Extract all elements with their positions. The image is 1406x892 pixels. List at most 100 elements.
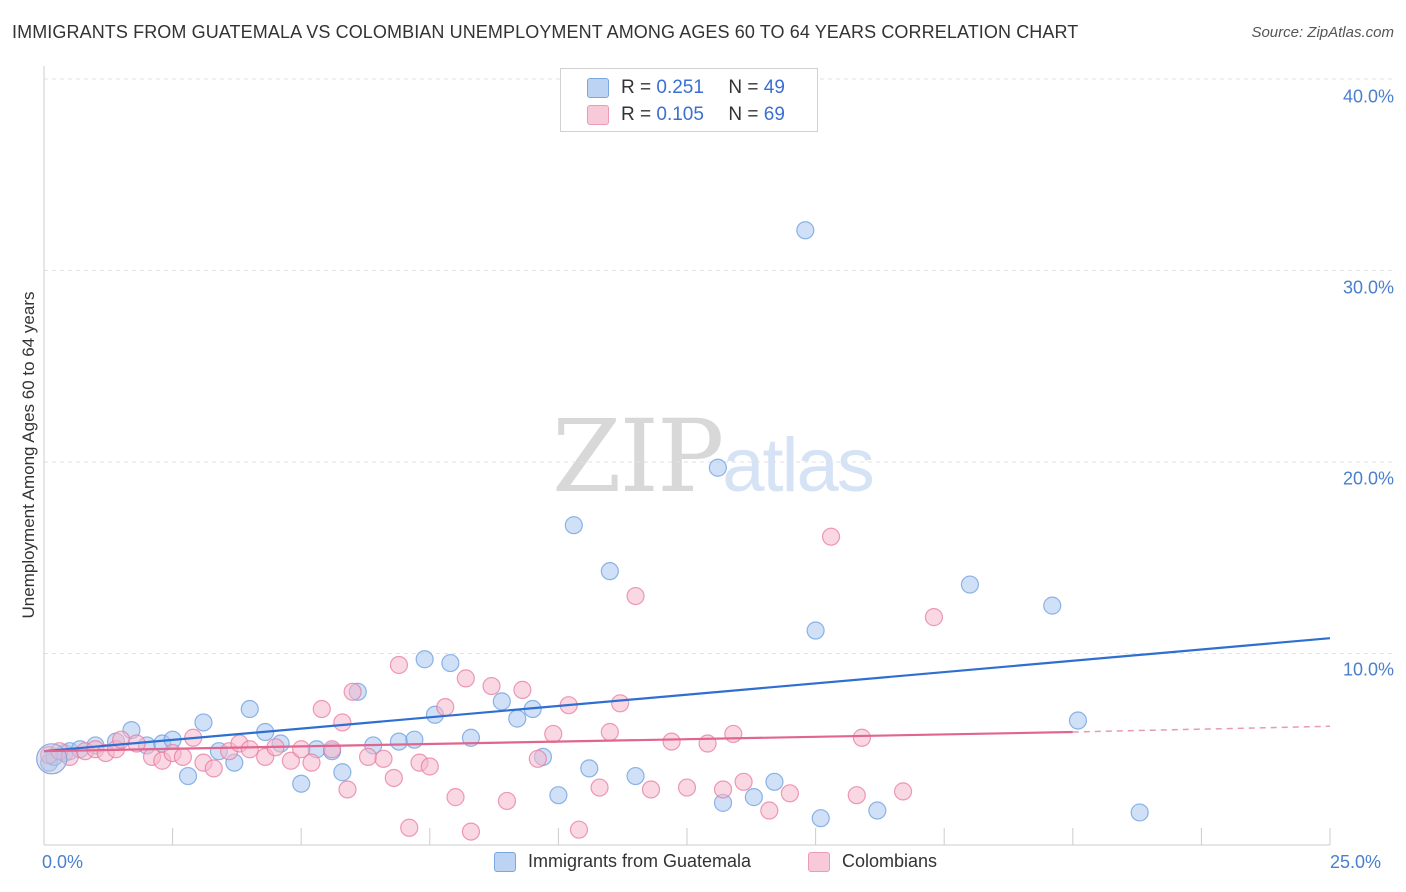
legend: R = 0.251 N = 49 R = 0.105 N = 69 xyxy=(560,68,818,132)
point-colombians xyxy=(461,822,481,841)
point-colombians xyxy=(333,713,352,732)
point-guatemala xyxy=(240,699,259,719)
point-guatemala xyxy=(292,774,311,793)
point-guatemala xyxy=(549,786,568,805)
point-colombians xyxy=(569,820,589,839)
point-colombians xyxy=(240,740,259,759)
point-guatemala xyxy=(508,709,527,728)
legend-n-value: 69 xyxy=(763,104,785,125)
trend-line-guatemala xyxy=(43,637,1331,753)
point-colombians xyxy=(482,676,501,696)
legend-row-colombians: R = 0.105 N = 69 xyxy=(587,104,785,126)
point-colombians xyxy=(456,669,475,688)
point-guatemala xyxy=(194,713,213,732)
point-colombians xyxy=(513,680,532,699)
point-guatemala xyxy=(765,772,784,791)
legend-r-value: 0.251 xyxy=(656,77,704,98)
point-cluster xyxy=(36,743,68,775)
point-guatemala xyxy=(960,575,980,594)
legend-swatch-colombians xyxy=(587,105,609,125)
bottom-legend-colombians: Colombians xyxy=(808,851,937,872)
point-guatemala xyxy=(1043,596,1062,615)
point-colombians xyxy=(528,749,547,768)
point-colombians xyxy=(389,655,409,675)
legend-n-value: 49 xyxy=(763,77,785,98)
point-colombians xyxy=(677,778,697,797)
point-guatemala xyxy=(811,809,830,828)
point-colombians xyxy=(924,608,944,627)
point-colombians xyxy=(322,740,342,759)
point-colombians xyxy=(281,751,301,770)
point-guatemala xyxy=(600,562,619,581)
bottom-legend-guatemala: Immigrants from Guatemala xyxy=(494,851,751,872)
y-tick-label: 30.0% xyxy=(1342,277,1394,298)
point-colombians xyxy=(626,586,645,606)
point-guatemala xyxy=(626,766,645,786)
point-guatemala xyxy=(461,728,481,747)
point-guatemala xyxy=(1068,711,1088,730)
legend-r-label: R = xyxy=(621,77,652,98)
bottom-legend-label-guatemala: Immigrants from Guatemala xyxy=(528,851,752,871)
point-colombians xyxy=(420,757,439,776)
legend-swatch-guatemala xyxy=(587,78,609,98)
point-guatemala xyxy=(405,730,424,749)
trend-line-colombians-extension xyxy=(1072,725,1331,733)
point-colombians xyxy=(847,786,866,805)
point-guatemala xyxy=(708,458,727,477)
point-colombians xyxy=(544,724,563,744)
point-colombians xyxy=(436,698,455,717)
legend-n-label: N = xyxy=(728,104,759,125)
point-colombians xyxy=(821,527,841,546)
trend-line-colombians xyxy=(43,730,1073,753)
point-colombians xyxy=(302,753,321,772)
chart-title: IMMIGRANTS FROM GUATEMALA VS COLOMBIAN U… xyxy=(12,22,1079,42)
legend-n-label: N = xyxy=(728,77,759,98)
point-colombians xyxy=(852,728,871,747)
point-colombians xyxy=(724,724,743,744)
x-tick-label: 0.0% xyxy=(42,852,84,872)
point-guatemala xyxy=(415,650,434,669)
bottom-legend-label-colombians: Colombians xyxy=(842,851,938,871)
bottom-legend-swatch-guatemala xyxy=(494,851,516,872)
point-guatemala xyxy=(796,221,815,240)
y-tick-label: 40.0% xyxy=(1342,86,1394,107)
point-guatemala xyxy=(441,653,460,673)
point-guatemala xyxy=(1130,803,1149,822)
bottom-legend-swatch-colombians xyxy=(808,851,830,872)
point-colombians xyxy=(497,791,517,811)
point-colombians xyxy=(343,682,362,701)
watermark-atlas: atlas xyxy=(722,423,875,508)
point-guatemala xyxy=(564,516,583,535)
point-colombians xyxy=(338,780,357,799)
source-label: Source: ZipAtlas.com xyxy=(1251,24,1394,41)
point-colombians xyxy=(611,694,630,713)
point-colombians xyxy=(713,780,733,799)
point-colombians xyxy=(358,747,378,767)
point-colombians xyxy=(400,818,419,837)
point-colombians xyxy=(698,734,717,753)
point-colombians xyxy=(780,784,799,803)
point-colombians xyxy=(600,722,619,742)
point-guatemala xyxy=(580,759,599,778)
point-colombians xyxy=(641,780,661,799)
x-tick-label: 25.0% xyxy=(1330,852,1382,872)
point-colombians xyxy=(384,768,403,788)
point-guatemala xyxy=(806,621,825,640)
point-colombians xyxy=(446,788,465,807)
point-guatemala xyxy=(389,732,409,751)
y-tick-label: 20.0% xyxy=(1342,468,1394,489)
y-tick-label: 10.0% xyxy=(1342,659,1394,680)
legend-row-guatemala: R = 0.251 N = 49 xyxy=(587,77,785,99)
point-guatemala xyxy=(744,788,763,807)
point-guatemala xyxy=(333,763,352,782)
legend-r-label: R = xyxy=(621,104,652,125)
watermark: ZIPatlas xyxy=(552,398,875,515)
point-colombians xyxy=(662,732,681,751)
point-colombians xyxy=(893,782,913,801)
point-colombians xyxy=(312,699,331,719)
point-guatemala xyxy=(868,801,887,820)
point-colombians xyxy=(374,749,393,768)
watermark-zip: ZIP xyxy=(552,398,724,515)
point-colombians xyxy=(590,778,609,797)
point-colombians xyxy=(292,740,311,759)
